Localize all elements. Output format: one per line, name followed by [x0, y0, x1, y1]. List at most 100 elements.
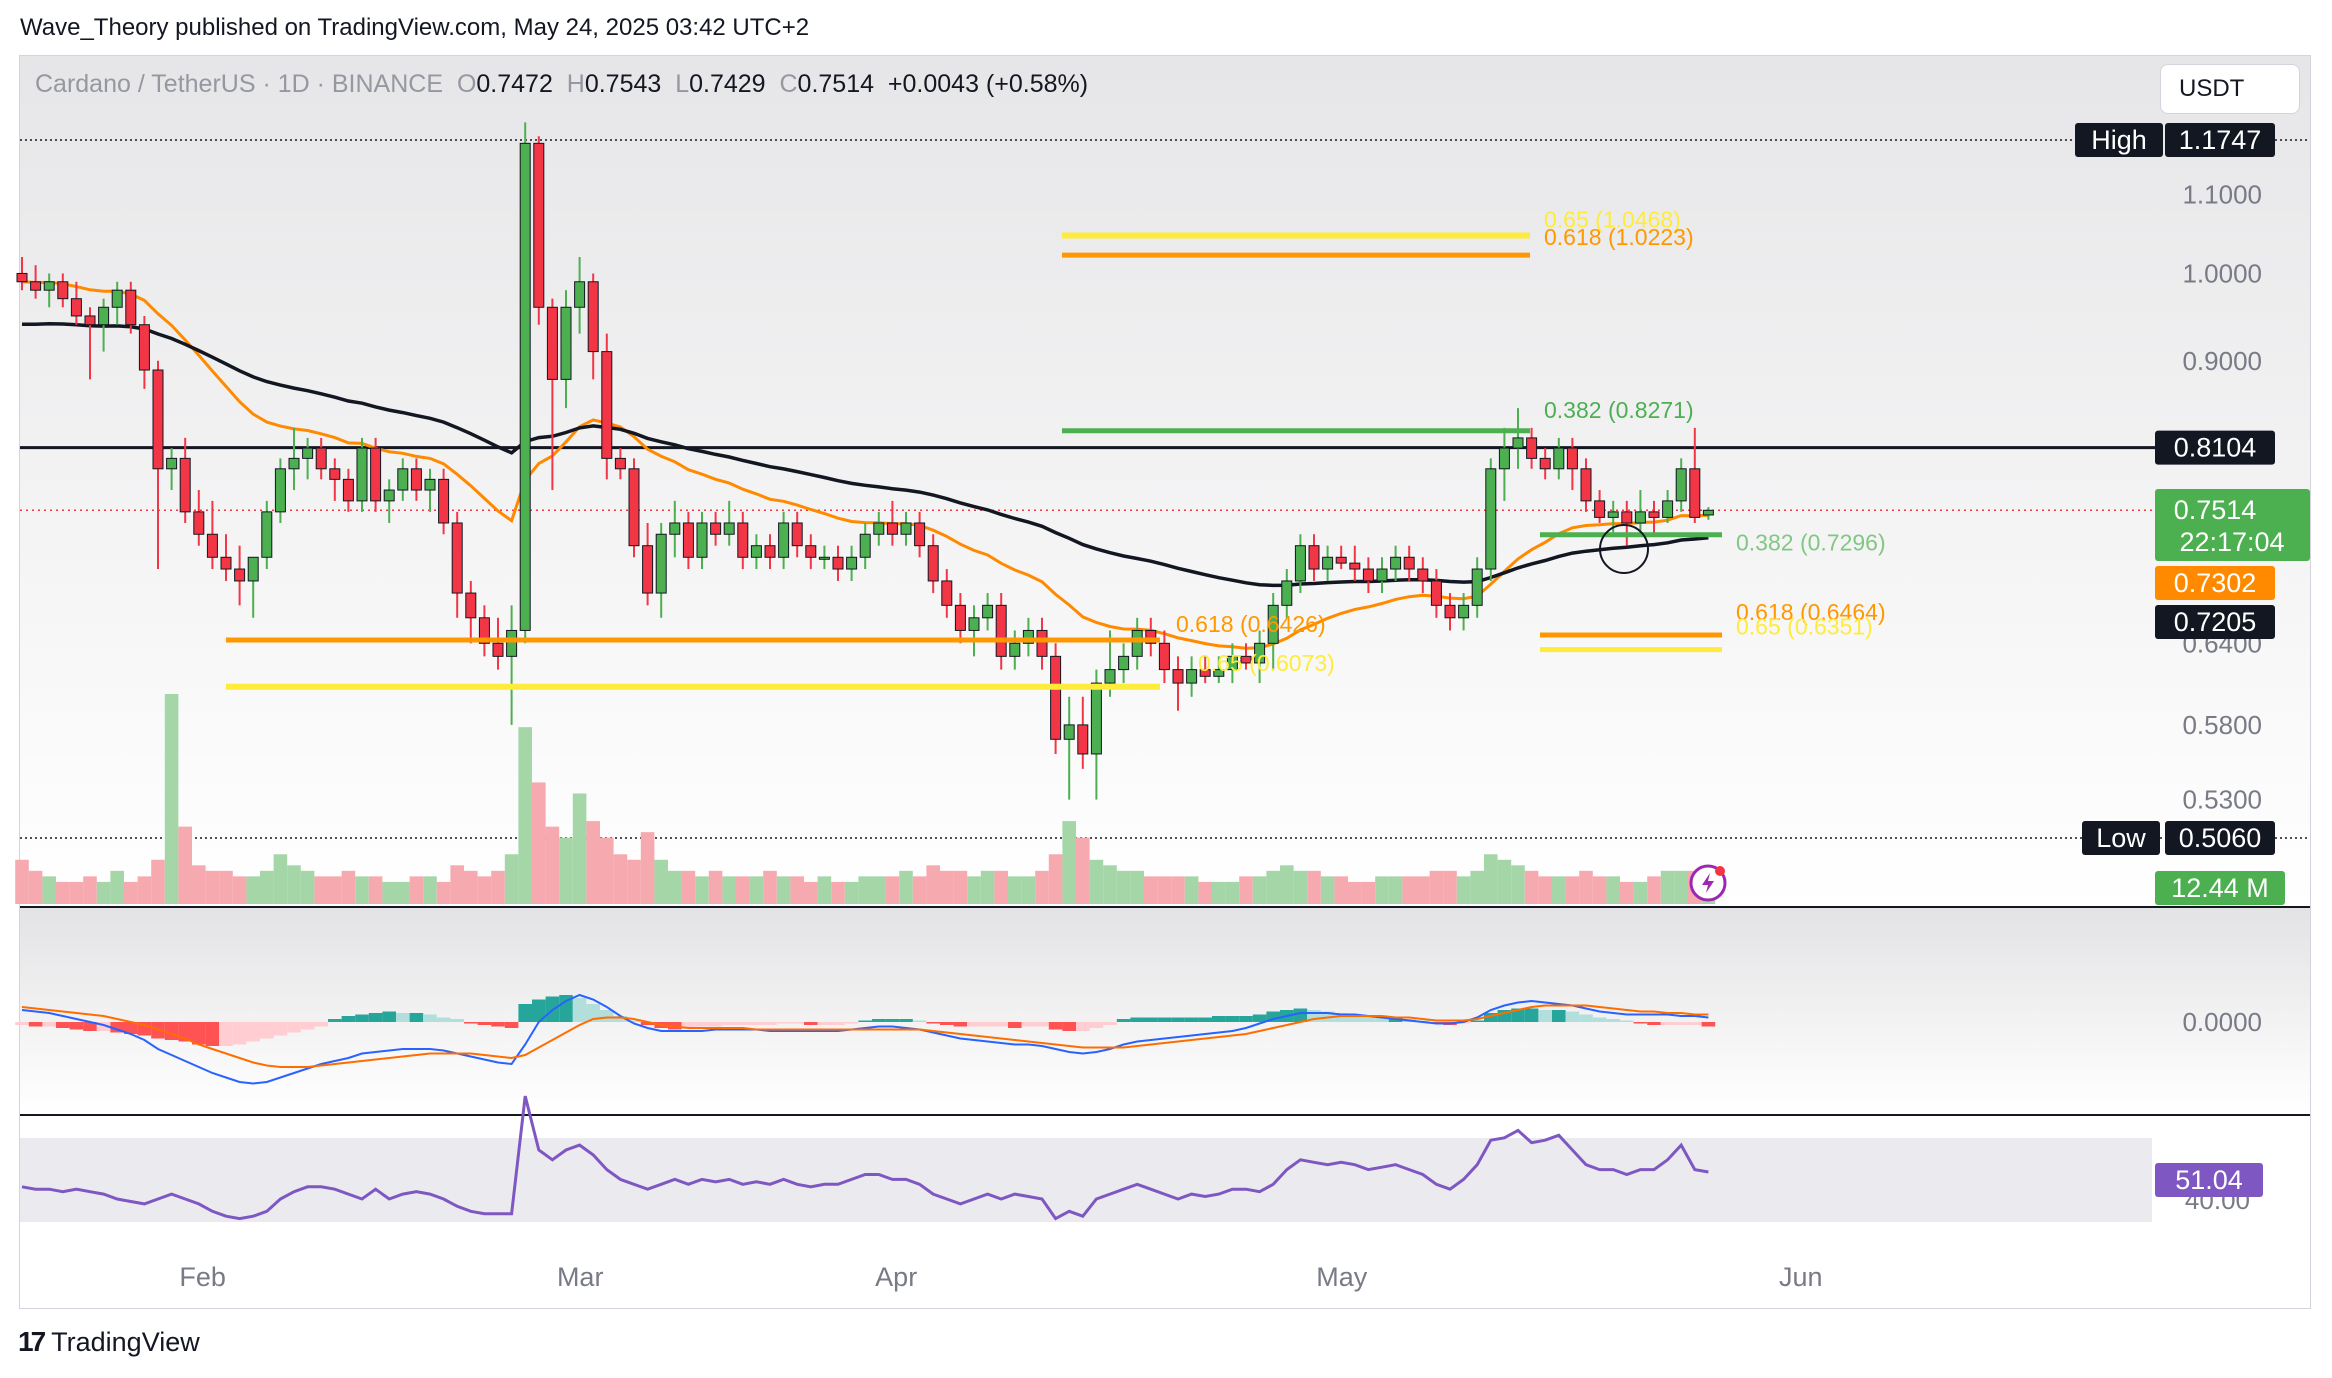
candle-body [1267, 604, 1279, 644]
macd-hist-bar [368, 1013, 383, 1022]
candle-body [383, 489, 395, 502]
volume-bar [96, 881, 111, 904]
candle [1022, 617, 1034, 657]
macd-hist-bar [1375, 1017, 1389, 1022]
macd-hist-bar [1538, 1010, 1552, 1022]
candle-body [805, 545, 817, 558]
volume-bar [572, 793, 587, 904]
volume-bar [260, 870, 274, 904]
volume-bar [1429, 870, 1444, 904]
candle-body [1471, 568, 1483, 606]
candle [587, 273, 599, 380]
macd-hist-bar [736, 1022, 750, 1025]
macd-hist-bar [1062, 1022, 1076, 1031]
candle-body [927, 545, 939, 582]
candle-body [1444, 604, 1456, 619]
volume-bar [178, 826, 192, 904]
candle-body [1607, 511, 1619, 518]
candle-body [1172, 669, 1184, 684]
candle-body [1539, 457, 1551, 470]
candle-body [750, 545, 762, 558]
candle [832, 545, 844, 581]
macd-hist-bar [1021, 1022, 1036, 1027]
candle [1594, 490, 1606, 523]
high-value: 0.7543 [584, 70, 662, 98]
candle-body [152, 369, 164, 470]
candle-body [274, 468, 286, 513]
macd-hist-bar [1688, 1022, 1702, 1025]
candle-body [574, 281, 586, 308]
candle-body [166, 457, 178, 470]
tradingview-logo[interactable]: 17 TradingView [18, 1326, 200, 1358]
candle-body [506, 629, 518, 657]
candle-body [696, 522, 708, 558]
volume-bar [872, 876, 886, 904]
candle [1362, 557, 1374, 594]
candle [302, 437, 314, 480]
candle-body [655, 533, 667, 594]
candle [206, 500, 218, 570]
candle [1036, 617, 1048, 670]
candle [778, 511, 790, 570]
candle [98, 298, 110, 352]
candle [1308, 534, 1320, 581]
volume-bar [1674, 870, 1688, 904]
candle [519, 122, 531, 644]
volume-bar [1116, 870, 1131, 904]
macd-hist-bar [1674, 1022, 1688, 1025]
rsi-value-tag-bg [2155, 1163, 2263, 1197]
macd-hist-bar [559, 995, 573, 1022]
macd-hist-bar [980, 1022, 995, 1027]
volume-bar [1592, 876, 1607, 904]
volume-bar [668, 870, 682, 904]
candle [601, 333, 613, 480]
candle [1158, 630, 1170, 684]
candle-body [1226, 655, 1238, 671]
candle [1430, 569, 1442, 618]
currency-button[interactable]: USDT [2160, 64, 2300, 114]
fib-left-0618-label: 0.618 (0.6426) [1176, 611, 1326, 637]
candle-body [206, 533, 218, 558]
candle-body [1675, 468, 1687, 502]
macd-hist-bar [708, 1022, 723, 1027]
volume-bar [273, 854, 288, 904]
volume-bar [1089, 859, 1104, 904]
lightning-icon[interactable] [1689, 864, 1727, 902]
candle [1213, 656, 1225, 684]
fib-green-0382-label: 0.382 (0.8271) [1544, 397, 1694, 423]
volume-bar [491, 870, 505, 904]
candle [1267, 593, 1279, 670]
candle [982, 593, 994, 631]
open-label: O [456, 70, 477, 98]
candle [628, 458, 640, 558]
candle [1145, 617, 1157, 657]
volume-bar [749, 876, 764, 904]
macd-hist-bar [1252, 1014, 1267, 1022]
candle [1050, 643, 1062, 754]
macd-hist-bar [423, 1014, 437, 1022]
close-value: 0.7514 [797, 70, 875, 98]
candle-body [1158, 642, 1170, 671]
ema-short-tag-bg [2155, 566, 2275, 600]
candle-body [778, 522, 790, 558]
volume-bar [586, 821, 600, 904]
candle-body [954, 604, 966, 631]
volume-bar [477, 876, 492, 904]
candle [1689, 427, 1701, 523]
candle-body [914, 522, 926, 547]
candle [1675, 458, 1687, 512]
candle-body [478, 617, 490, 644]
volume-bar [287, 865, 301, 904]
candle-body [302, 447, 314, 459]
candle-body [1430, 580, 1442, 606]
macd-hist-bar [1293, 1008, 1308, 1022]
candle [574, 257, 586, 334]
high-tag-label-bg [2075, 123, 2163, 157]
volume-tag-bg [2155, 871, 2285, 905]
candle [84, 307, 96, 380]
candle [710, 511, 722, 546]
publisher-line: Wave_Theory published on TradingView.com… [20, 14, 810, 41]
candle [533, 136, 545, 325]
symbol-legend: Cardano / TetherUS · 1D · BINANCE O0.747… [35, 70, 1088, 99]
